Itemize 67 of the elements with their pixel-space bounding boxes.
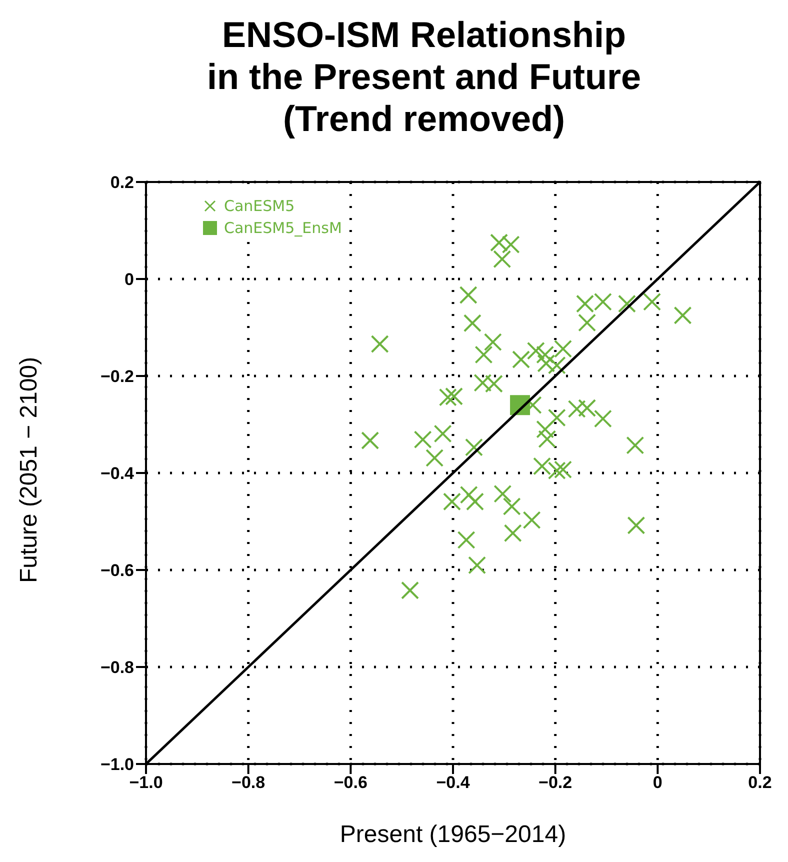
point	[484, 374, 503, 393]
y-tick-label: −0.2	[100, 367, 134, 386]
x-tick-label: −1.0	[129, 773, 163, 792]
point	[370, 334, 389, 353]
point	[414, 430, 432, 449]
point	[502, 236, 520, 254]
point	[464, 438, 483, 456]
point	[533, 457, 552, 476]
point	[459, 286, 478, 304]
point	[457, 530, 476, 549]
chart-title: ENSO-ISM Relationship in the Present and Future (Trend removed)	[206, 14, 642, 140]
point	[643, 292, 662, 311]
point	[522, 511, 541, 530]
y-tick-label: −0.6	[100, 561, 134, 580]
point	[494, 484, 512, 503]
point	[526, 342, 545, 360]
point	[548, 356, 566, 374]
point	[538, 430, 556, 448]
point	[490, 234, 508, 252]
point	[474, 346, 493, 364]
legend-label: CanESM5	[224, 196, 295, 217]
point	[484, 333, 502, 352]
point	[434, 424, 452, 443]
y-tick-label: −0.8	[100, 658, 134, 678]
point	[512, 350, 530, 369]
point	[536, 420, 554, 438]
point	[474, 374, 492, 392]
y-tick-label: −1.0	[100, 755, 134, 774]
point	[578, 399, 596, 418]
x-tick-label: −0.4	[436, 773, 470, 792]
point	[674, 306, 692, 324]
point	[401, 581, 420, 600]
x-tick-label: −0.6	[334, 773, 368, 792]
point	[463, 314, 482, 332]
point	[548, 462, 566, 480]
y-axis-title: Future (2051 − 2100)	[16, 356, 43, 583]
point	[442, 492, 461, 511]
point	[426, 448, 444, 467]
x-tick-label: −0.8	[232, 773, 266, 792]
point	[548, 408, 566, 427]
point	[554, 340, 572, 358]
point	[361, 432, 380, 450]
point	[618, 294, 636, 313]
y-tick-label: 0	[124, 270, 134, 290]
legend-label: CanESM5_EnsM	[224, 218, 342, 239]
x-tick-label: 0	[652, 773, 662, 792]
point	[438, 388, 457, 406]
point	[594, 410, 612, 428]
x-tick-label: −0.2	[538, 773, 572, 792]
point	[568, 400, 586, 418]
point	[537, 354, 556, 372]
point	[626, 436, 644, 454]
y-tick-label: −0.4	[100, 464, 135, 484]
point	[504, 524, 522, 542]
point	[445, 387, 464, 406]
point	[466, 492, 484, 511]
x-axis-title: Present (1965−2014)	[340, 821, 566, 848]
y-tick-label: 0.2	[110, 173, 134, 192]
point	[536, 346, 554, 364]
point	[578, 314, 596, 332]
point	[460, 486, 478, 504]
point	[554, 460, 572, 479]
point	[468, 556, 486, 574]
point	[493, 250, 512, 268]
point	[627, 516, 646, 534]
point	[502, 497, 521, 516]
x-tick-label: 0.2	[748, 773, 772, 792]
